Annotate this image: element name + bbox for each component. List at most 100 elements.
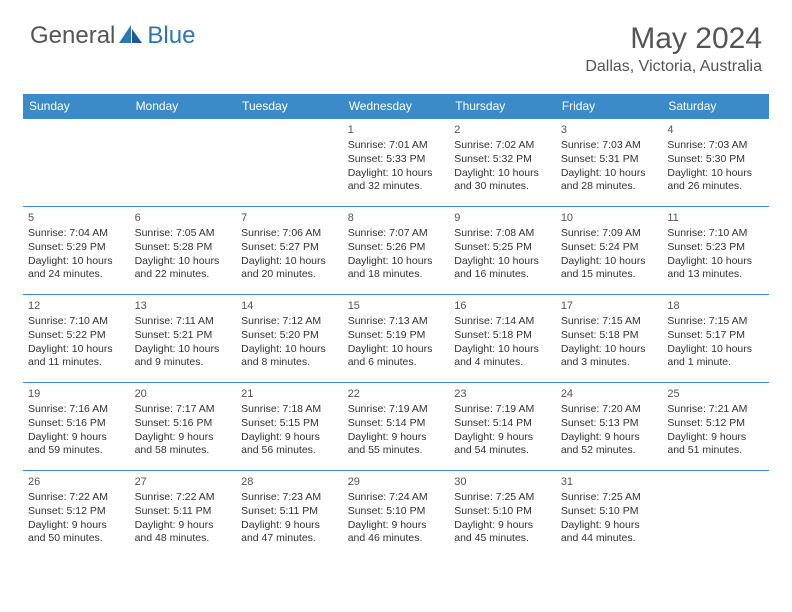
- daylight-line: Daylight: 9 hours and 51 minutes.: [667, 431, 764, 458]
- daylight-line: Daylight: 10 hours and 16 minutes.: [454, 255, 551, 282]
- calendar-table: SundayMondayTuesdayWednesdayThursdayFrid…: [23, 94, 769, 559]
- sunset-line: Sunset: 5:28 PM: [135, 241, 232, 255]
- sunrise-line: Sunrise: 7:15 AM: [667, 315, 764, 329]
- calendar-cell: [236, 119, 343, 207]
- sunset-line: Sunset: 5:24 PM: [561, 241, 658, 255]
- sunrise-line: Sunrise: 7:23 AM: [241, 491, 338, 505]
- sunrise-line: Sunrise: 7:01 AM: [348, 139, 445, 153]
- daylight-line: Daylight: 10 hours and 9 minutes.: [135, 343, 232, 370]
- sunrise-line: Sunrise: 7:22 AM: [28, 491, 125, 505]
- header: General Blue May 2024 Dallas, Victoria, …: [0, 0, 792, 86]
- sunrise-line: Sunrise: 7:18 AM: [241, 403, 338, 417]
- calendar-cell: 8Sunrise: 7:07 AMSunset: 5:26 PMDaylight…: [343, 207, 450, 295]
- day-number: 24: [561, 387, 658, 401]
- daylight-line: Daylight: 9 hours and 55 minutes.: [348, 431, 445, 458]
- calendar-cell: 10Sunrise: 7:09 AMSunset: 5:24 PMDayligh…: [556, 207, 663, 295]
- sunrise-line: Sunrise: 7:15 AM: [561, 315, 658, 329]
- daylight-line: Daylight: 10 hours and 32 minutes.: [348, 167, 445, 194]
- calendar-cell: 17 Sunrise: 7:15 AMSunset: 5:18 PMDayligh…: [556, 295, 663, 383]
- daylight-line: Daylight: 9 hours and 58 minutes.: [135, 431, 232, 458]
- sunset-line: Sunset: 5:29 PM: [28, 241, 125, 255]
- calendar-cell: 22Sunrise: 7:19 AMSunset: 5:14 PMDayligh…: [343, 383, 450, 471]
- day-number: 11: [667, 211, 764, 225]
- sunrise-line: Sunrise: 7:10 AM: [667, 227, 764, 241]
- calendar-cell: 28Sunrise: 7:23 AMSunset: 5:11 PMDayligh…: [236, 471, 343, 559]
- sail-icon: [118, 23, 144, 50]
- day-number: 14: [241, 299, 338, 313]
- calendar-cell: 24Sunrise: 7:20 AMSunset: 5:13 PMDayligh…: [556, 383, 663, 471]
- sunrise-line: Sunrise: 7:22 AM: [135, 491, 232, 505]
- daylight-line: Daylight: 10 hours and 8 minutes.: [241, 343, 338, 370]
- sunrise-line: Sunrise: 7:04 AM: [28, 227, 125, 241]
- calendar-cell: 18Sunrise: 7:15 AMSunset: 5:17 PMDayligh…: [662, 295, 769, 383]
- sunset-line: Sunset: 5:15 PM: [241, 417, 338, 431]
- calendar-cell: 27Sunrise: 7:22 AMSunset: 5:11 PMDayligh…: [130, 471, 237, 559]
- sunrise-line: Sunrise: 7:05 AM: [135, 227, 232, 241]
- day-number: 2: [454, 123, 551, 137]
- calendar-cell: [662, 471, 769, 559]
- daylight-line: Daylight: 10 hours and 24 minutes.: [28, 255, 125, 282]
- day-number: 12: [28, 299, 125, 313]
- calendar-cell: 16Sunrise: 7:14 AMSunset: 5:18 PMDayligh…: [449, 295, 556, 383]
- daylight-line: Daylight: 9 hours and 46 minutes.: [348, 519, 445, 546]
- sunset-line: Sunset: 5:23 PM: [667, 241, 764, 255]
- calendar-cell: 7Sunrise: 7:06 AMSunset: 5:27 PMDaylight…: [236, 207, 343, 295]
- day-number: 17: [561, 299, 658, 313]
- sunrise-line: Sunrise: 7:13 AM: [348, 315, 445, 329]
- sunset-line: Sunset: 5:16 PM: [28, 417, 125, 431]
- logo: General Blue: [30, 22, 195, 50]
- sunset-line: Sunset: 5:27 PM: [241, 241, 338, 255]
- daylight-line: Daylight: 9 hours and 45 minutes.: [454, 519, 551, 546]
- sunrise-line: Sunrise: 7:20 AM: [561, 403, 658, 417]
- day-number: 27: [135, 475, 232, 489]
- sunset-line: Sunset: 5:14 PM: [454, 417, 551, 431]
- sunset-line: Sunset: 5:14 PM: [348, 417, 445, 431]
- calendar-cell: 1Sunrise: 7:01 AMSunset: 5:33 PMDaylight…: [343, 119, 450, 207]
- day-number: 3: [561, 123, 658, 137]
- calendar-row: 19Sunrise: 7:16 AMSunset: 5:16 PMDayligh…: [23, 383, 769, 471]
- day-number: 1: [348, 123, 445, 137]
- day-number: 6: [135, 211, 232, 225]
- daylight-line: Daylight: 9 hours and 50 minutes.: [28, 519, 125, 546]
- daylight-line: Daylight: 10 hours and 4 minutes.: [454, 343, 551, 370]
- calendar-row: 12Sunrise: 7:10 AMSunset: 5:22 PMDayligh…: [23, 295, 769, 383]
- sunrise-line: Sunrise: 7:25 AM: [454, 491, 551, 505]
- sunrise-line: Sunrise: 7:24 AM: [348, 491, 445, 505]
- calendar-cell: 12Sunrise: 7:10 AMSunset: 5:22 PMDayligh…: [23, 295, 130, 383]
- sunset-line: Sunset: 5:26 PM: [348, 241, 445, 255]
- sunset-line: Sunset: 5:22 PM: [28, 329, 125, 343]
- sunrise-line: Sunrise: 7:11 AM: [135, 315, 232, 329]
- sunrise-line: Sunrise: 7:02 AM: [454, 139, 551, 153]
- sunrise-line: Sunrise: 7:12 AM: [241, 315, 338, 329]
- weekday-header: Saturday: [662, 94, 769, 119]
- daylight-line: Daylight: 10 hours and 18 minutes.: [348, 255, 445, 282]
- day-number: 20: [135, 387, 232, 401]
- sunrise-line: Sunrise: 7:03 AM: [667, 139, 764, 153]
- daylight-line: Daylight: 10 hours and 1 minute.: [667, 343, 764, 370]
- sunrise-line: Sunrise: 7:14 AM: [454, 315, 551, 329]
- sunset-line: Sunset: 5:18 PM: [561, 329, 658, 343]
- weekday-header: Wednesday: [343, 94, 450, 119]
- sunrise-line: Sunrise: 7:25 AM: [561, 491, 658, 505]
- calendar-cell: 31Sunrise: 7:25 AMSunset: 5:10 PMDayligh…: [556, 471, 663, 559]
- sunrise-line: Sunrise: 7:21 AM: [667, 403, 764, 417]
- calendar-cell: 30Sunrise: 7:25 AMSunset: 5:10 PMDayligh…: [449, 471, 556, 559]
- sunrise-line: Sunrise: 7:17 AM: [135, 403, 232, 417]
- daylight-line: Daylight: 9 hours and 54 minutes.: [454, 431, 551, 458]
- calendar-cell: 19Sunrise: 7:16 AMSunset: 5:16 PMDayligh…: [23, 383, 130, 471]
- daylight-line: Daylight: 10 hours and 3 minutes.: [561, 343, 658, 370]
- calendar-cell: 6Sunrise: 7:05 AMSunset: 5:28 PMDaylight…: [130, 207, 237, 295]
- sunset-line: Sunset: 5:10 PM: [454, 505, 551, 519]
- daylight-line: Daylight: 9 hours and 47 minutes.: [241, 519, 338, 546]
- daylight-line: Daylight: 9 hours and 48 minutes.: [135, 519, 232, 546]
- sunset-line: Sunset: 5:18 PM: [454, 329, 551, 343]
- sunset-line: Sunset: 5:30 PM: [667, 153, 764, 167]
- calendar-cell: 26Sunrise: 7:22 AMSunset: 5:12 PMDayligh…: [23, 471, 130, 559]
- day-number: 21: [241, 387, 338, 401]
- weekday-header: Tuesday: [236, 94, 343, 119]
- calendar-cell: 23Sunrise: 7:19 AMSunset: 5:14 PMDayligh…: [449, 383, 556, 471]
- sunset-line: Sunset: 5:16 PM: [135, 417, 232, 431]
- day-number: 28: [241, 475, 338, 489]
- calendar-cell: 20 Sunrise: 7:17 AMSunset: 5:16 PMDayligh…: [130, 383, 237, 471]
- day-number: 10: [561, 211, 658, 225]
